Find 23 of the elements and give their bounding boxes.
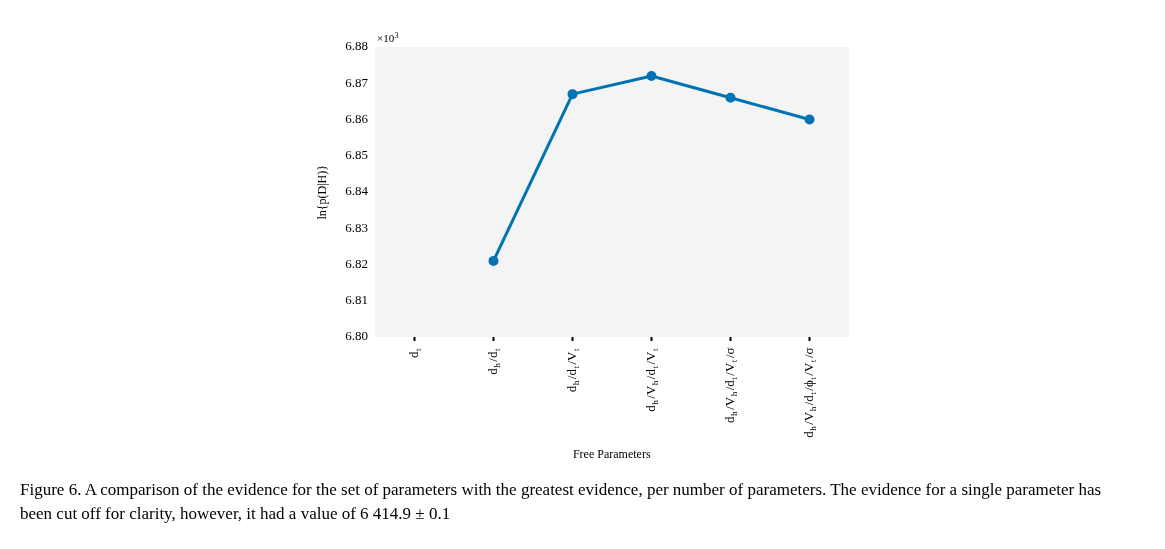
point [725,92,736,103]
point [646,71,657,81]
point [804,114,815,125]
y-axis-title: ln{p(D|H)} [315,164,330,220]
y-tick-label: 6.82 [345,255,368,271]
y-tick-label: 6.80 [345,328,368,344]
y-tick-label: 6.84 [345,183,369,199]
y-tick-label: 6.85 [345,147,368,163]
caption: Figure 6. A comparison of the evidence for the set of parameters with the greatest evidence, per number of parameters. The evidence for a single parameter has been cut off for clarity, however, it had a value of 6 414.9 ± 0.1 [20,479,1103,525]
y-tick-label: 6.81 [345,292,368,308]
x-tick-label: dh/dt [484,348,502,375]
x-tick-label: dt [405,348,423,359]
point [567,89,578,100]
category-label: dh/Vh/dt/ϕt/Vt/σ [800,347,818,438]
y-tick-label: 6.86 [345,110,369,126]
x-tick-label: dh/dt/Vt [563,348,581,393]
y-tick-label: 6.87 [345,74,369,90]
point [488,255,499,266]
x-axis-title: Free Parameters [572,447,651,462]
y-tick-label: 6.83 [345,219,368,235]
category-label: dh/Vh/dt/Vt/σ [721,347,739,423]
y-tick-label: 6.88 [345,38,368,54]
x-tick-label: dh/Vh/dt/Vt [642,348,660,412]
